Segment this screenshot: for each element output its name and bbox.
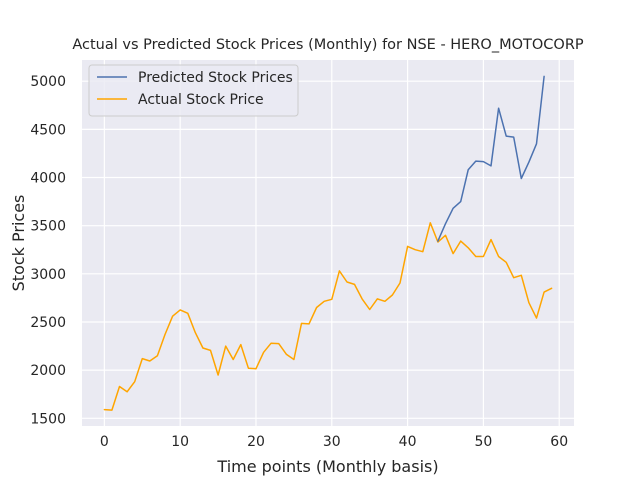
legend-box <box>88 64 299 117</box>
grid-lines <box>82 60 574 426</box>
legend: Predicted Stock Prices Actual Stock Pric… <box>88 64 299 117</box>
series-line-predicted <box>437 75 545 242</box>
chart-title: Actual vs Predicted Stock Prices (Monthl… <box>72 37 584 53</box>
x-tick-label: 0 <box>100 434 109 450</box>
y-tick-label: 3000 <box>30 267 66 283</box>
y-axis-title: Stock Prices <box>9 195 28 292</box>
y-tick-label: 2500 <box>30 315 66 331</box>
x-tick-label: 10 <box>171 434 189 450</box>
y-tick-label: 1500 <box>30 411 66 427</box>
y-tick-label: 3500 <box>30 219 66 235</box>
series-line-actual <box>103 222 553 411</box>
x-axis-title: Time points (Monthly basis) <box>216 457 438 476</box>
x-tick-label: 40 <box>399 434 417 450</box>
x-tick-label: 50 <box>474 434 492 450</box>
legend-label-predicted: Predicted Stock Prices <box>138 70 293 86</box>
x-tick-label: 20 <box>247 434 265 450</box>
y-tick-label: 2000 <box>30 363 66 379</box>
y-tick-label: 4500 <box>30 122 66 138</box>
y-tick-label: 5000 <box>30 74 66 90</box>
x-tick-label: 30 <box>323 434 341 450</box>
tick-labels: 0 10 20 30 40 50 60 1500 2000 2500 3000 3500 4000 450… <box>30 74 568 450</box>
y-tick-label: 4000 <box>30 171 66 187</box>
x-tick-label: 60 <box>550 434 568 450</box>
series-lines <box>103 75 553 411</box>
legend-label-actual: Actual Stock Price <box>138 92 264 108</box>
